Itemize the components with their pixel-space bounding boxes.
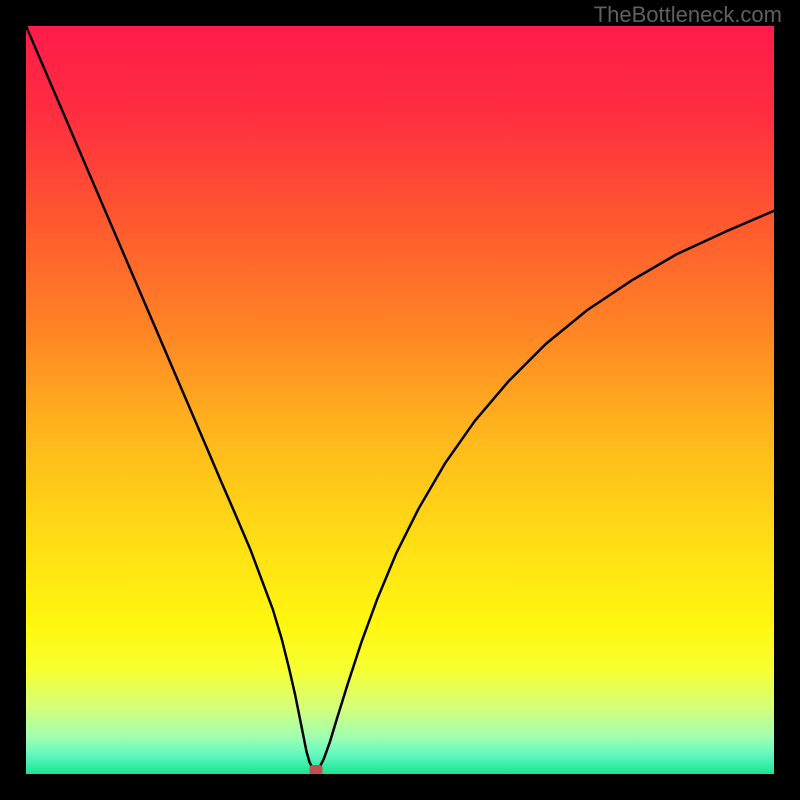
plot-area (26, 26, 774, 774)
curve-svg (26, 26, 774, 774)
min-marker (310, 765, 323, 774)
v-curve (26, 26, 774, 771)
watermark-text: TheBottleneck.com (594, 2, 782, 28)
